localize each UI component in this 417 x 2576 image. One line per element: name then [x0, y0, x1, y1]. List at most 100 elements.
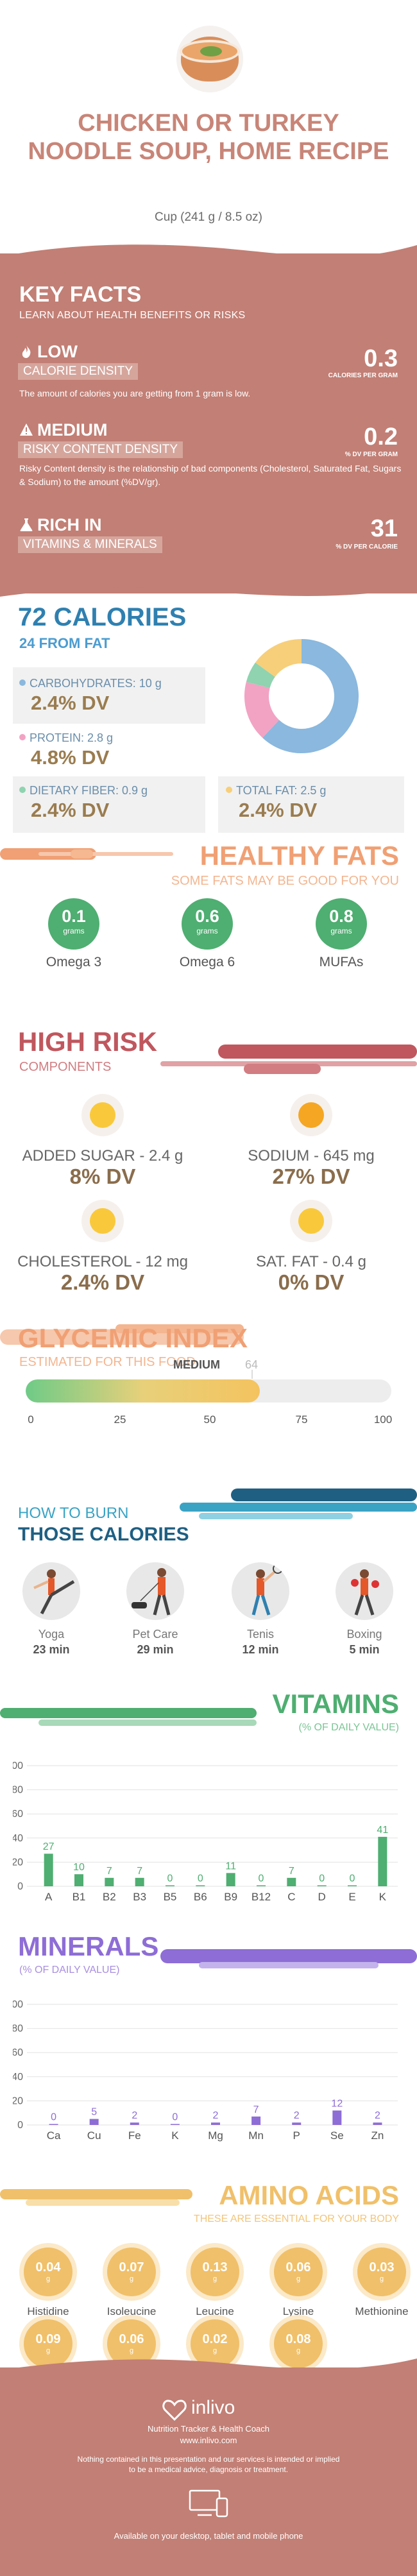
- mufas-name: MUFAs: [319, 955, 364, 969]
- glycemic-tick-25: 25: [114, 1413, 126, 1426]
- risk-subtitle: COMPONENTS: [19, 1060, 112, 1074]
- minerals-category-label-Se: Se: [330, 2129, 344, 2142]
- minerals-value-label-P: 2: [294, 2110, 300, 2121]
- smiley-icon: [90, 1208, 115, 1234]
- burn-item-yoga: Yoga 23 min: [6, 1562, 96, 1657]
- vitamins-subtitle: (% OF DAILY VALUE): [298, 1722, 399, 1733]
- tennis-icon: [232, 1562, 289, 1620]
- vitamins-value-label-B1: 10: [73, 1862, 85, 1873]
- omega3-name: Omega 3: [46, 955, 102, 969]
- risk-title: HIGH RISK: [18, 1027, 158, 1057]
- vitamins-bar-B9: [226, 1873, 235, 1886]
- amino-unit: g: [296, 2275, 301, 2283]
- risky-density-level-text: MEDIUM: [37, 420, 108, 439]
- amino-unit: g: [212, 2275, 217, 2283]
- minerals-bar-Ca: [49, 2124, 58, 2125]
- amino-name: Methionine: [355, 2305, 409, 2317]
- protein-dot: [19, 734, 26, 740]
- vitamins-value-label-B2: 7: [106, 1866, 112, 1877]
- flame-icon: [22, 345, 31, 358]
- omega3-circle: 0.1 grams: [48, 898, 99, 950]
- vitamins-value-label-D: 0: [319, 1873, 325, 1884]
- vitamins-ytick-label: 60: [13, 1809, 23, 1820]
- vitamins-value-label-B5: 0: [167, 1873, 173, 1884]
- minerals-value-label-Zn: 2: [375, 2110, 380, 2121]
- vitamins-category-label-B6: B6: [194, 1891, 207, 1903]
- minerals-bar-Se: [332, 2110, 342, 2125]
- vitamins-ytick-label: 40: [13, 1833, 23, 1844]
- amino-unit: g: [296, 2347, 301, 2355]
- cholesterol-dv: 2.4% DV: [60, 1270, 145, 1294]
- heart-logo-icon: [162, 2400, 187, 2421]
- vitamins-deco-stripes: [0, 1708, 257, 1726]
- carbs-dv: 2.4% DV: [31, 692, 110, 714]
- minerals-subtitle: (% OF DAILY VALUE): [19, 1965, 120, 1975]
- glycemic-tick-0: 0: [28, 1413, 34, 1426]
- minerals-bar-Zn: [373, 2122, 382, 2125]
- minerals-bar-Cu: [89, 2119, 99, 2125]
- amino-value: 0.08: [285, 2332, 311, 2346]
- minerals-ytick-label: 100: [13, 1999, 23, 2010]
- omega6-item: 0.6 grams Omega 6: [162, 898, 252, 970]
- vitamins-ytick-label: 100: [13, 1761, 23, 1771]
- page-title: CHICKEN OR TURKEY NOODLE SOUP, HOME RECI…: [28, 110, 389, 165]
- glycemic-value: 64: [245, 1358, 259, 1371]
- vitamins-bar-A: [44, 1854, 53, 1886]
- amino-unit: g: [212, 2347, 217, 2355]
- minerals-ytick-label: 80: [13, 2024, 23, 2034]
- amino-item: 0.04 g Histidine: [6, 2248, 90, 2318]
- vitamins-category-label-K: K: [379, 1891, 387, 1903]
- vitamins-bar-B12: [257, 1885, 266, 1886]
- amino-circle: 0.13 g: [191, 2248, 239, 2296]
- serving-size: Cup (241 g / 8.5 oz): [155, 210, 262, 224]
- risky-density-label: RISKY CONTENT DENSITY: [18, 441, 183, 458]
- devices-icon: [189, 2489, 228, 2518]
- tennis-min: 12 min: [242, 1643, 279, 1656]
- amino-deco-stripes: [0, 2189, 192, 2206]
- omega6-unit: grams: [196, 926, 218, 935]
- yoga-figure: [33, 1569, 75, 1615]
- glycemic-tick-100: 100: [373, 1413, 393, 1426]
- sodium-icon-wrap: [290, 1094, 332, 1136]
- dog-walk-icon: [126, 1562, 184, 1620]
- risky-density-value: 0.2: [364, 423, 398, 450]
- omega6-name: Omega 6: [179, 955, 235, 969]
- amino-circle: 0.02 g: [191, 2319, 239, 2368]
- amino-unit: g: [129, 2275, 134, 2283]
- calorie-density-label: CALORIE DENSITY: [18, 363, 139, 380]
- carbs-label: CARBOHYDRATES: 10 g: [19, 677, 162, 690]
- minerals-value-label-K: 0: [172, 2112, 178, 2123]
- key-facts-subtitle: LEARN ABOUT HEALTH BENEFITS OR RISKS: [19, 310, 246, 321]
- amino-circle: 0.08 g: [274, 2319, 323, 2368]
- fats-title: HEALTHY FATS: [200, 840, 399, 871]
- yoga-icon: [22, 1562, 80, 1620]
- sat-fat-icon-wrap: [290, 1200, 332, 1242]
- footer-disclaimer-1: Nothing contained in this presentation a…: [77, 2455, 340, 2464]
- macros-donut-chart: [244, 639, 359, 753]
- footer-url[interactable]: www.inlivo.com: [180, 2435, 237, 2445]
- minerals-ytick-label: 40: [13, 2072, 23, 2083]
- vitamins-title: VITAMINS: [272, 1689, 399, 1719]
- vitamins-value-label-B12: 0: [259, 1873, 264, 1884]
- amino-item: 0.09gPhenylalanine: [6, 2319, 90, 2390]
- fiber-label: DIETARY FIBER: 0.9 g: [19, 784, 148, 798]
- boxing-icon: [336, 1562, 393, 1620]
- sat-fat-name: SAT. FAT - 0.4 g: [255, 1253, 367, 1270]
- vitamins-value-label-B9: 11: [225, 1861, 236, 1872]
- burn-item-petcare: Pet Care 29 min: [110, 1562, 200, 1657]
- vitamins-bar-B6: [196, 1885, 205, 1886]
- vitamins-bar-B2: [105, 1877, 114, 1886]
- burn-title-line1: HOW TO BURN: [18, 1505, 129, 1522]
- vitamins-minerals-value: 31: [370, 515, 398, 542]
- minerals-ytick-label: 60: [13, 2047, 23, 2058]
- key-facts-wave-bottom: [0, 577, 417, 597]
- amino-circle: 0.07 g: [107, 2248, 156, 2296]
- fiber-box: [13, 776, 205, 833]
- amino-value: 0.07: [119, 2260, 144, 2274]
- key-facts-title: KEY FACTS: [19, 282, 142, 307]
- grin-icon: [298, 1208, 324, 1234]
- minerals-deco-stripes: [160, 1949, 417, 1968]
- amino-circle: 0.04 g: [24, 2248, 72, 2296]
- amino-unit: g: [46, 2347, 51, 2355]
